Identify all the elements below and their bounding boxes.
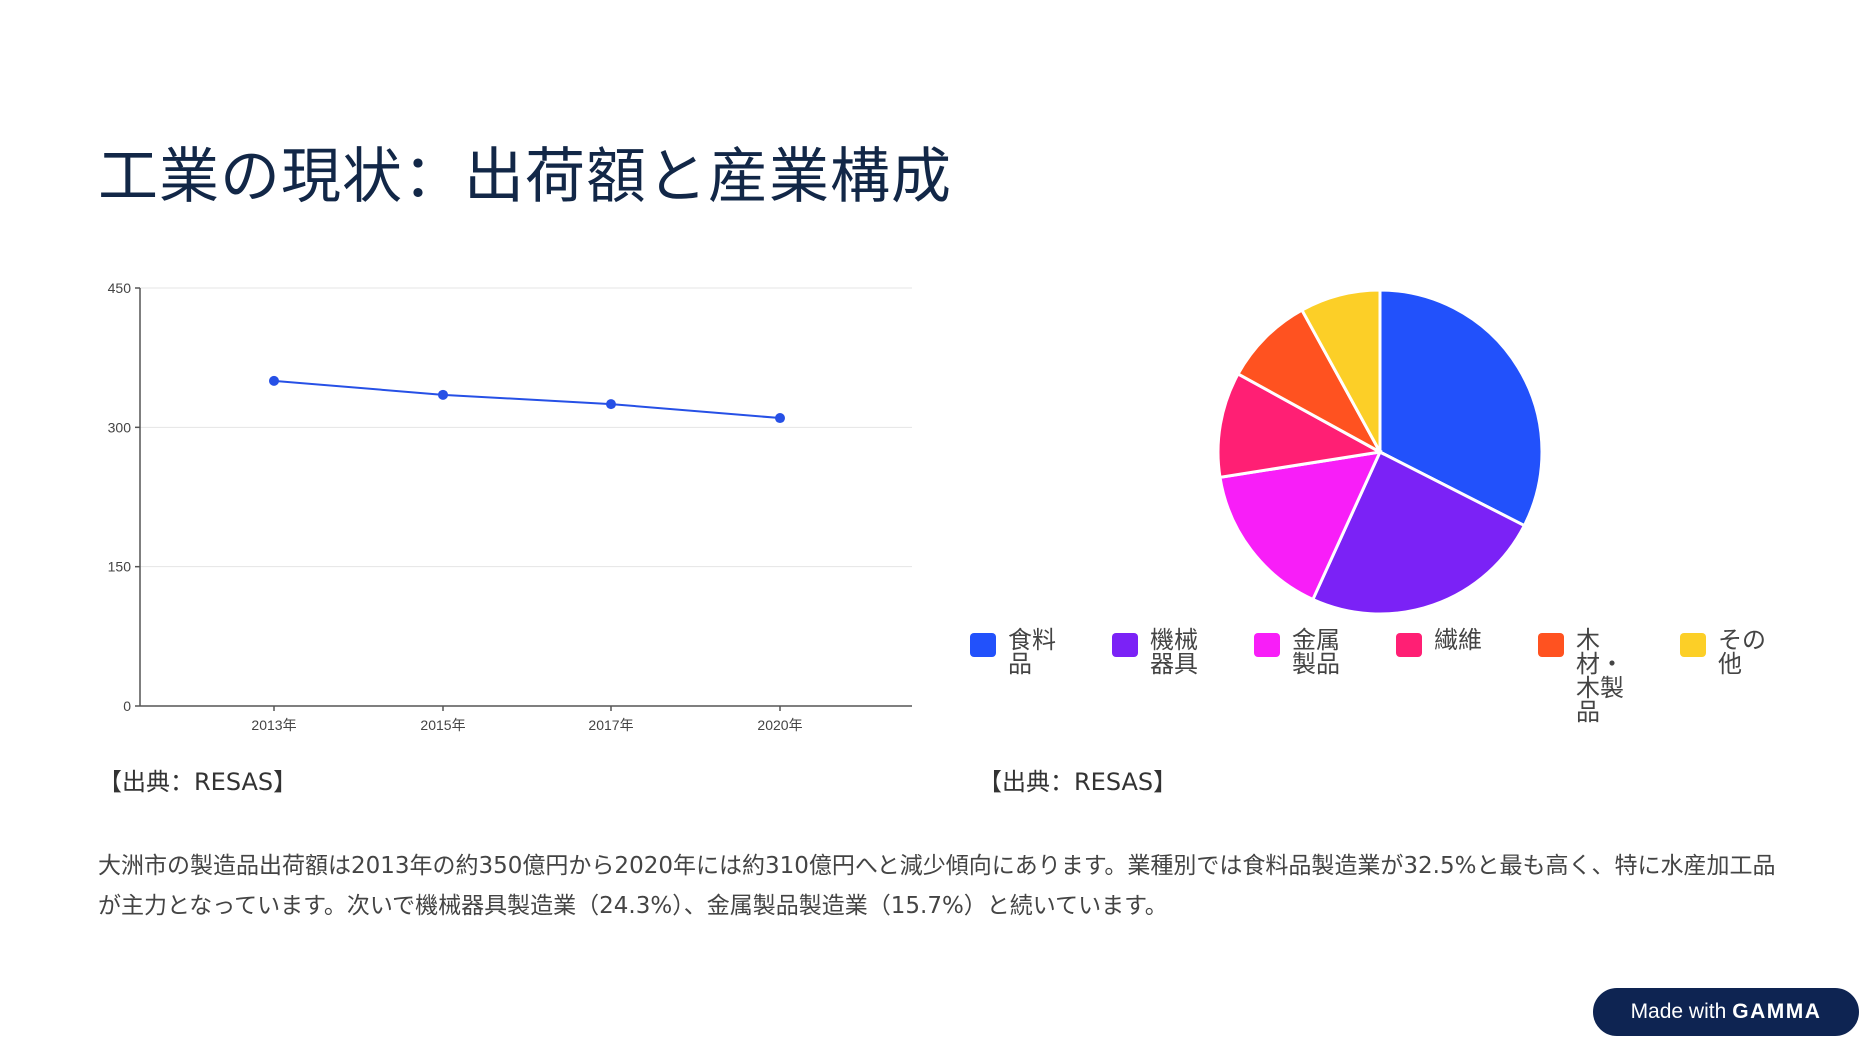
data-point bbox=[269, 375, 279, 386]
pie-legend: 食料品 機械器具 金属製品 繊維 木材・木製品 その他 bbox=[970, 628, 1822, 724]
pie-slice bbox=[1218, 450, 1383, 602]
x-tick-label: 2017年 bbox=[588, 717, 633, 733]
series-line bbox=[273, 379, 781, 420]
legend-swatch bbox=[1396, 633, 1422, 657]
legend-item: 金属製品 bbox=[1254, 628, 1396, 724]
legend-swatch bbox=[1680, 633, 1706, 657]
legend-label: 機械器具 bbox=[1150, 626, 1198, 678]
pie-slice bbox=[1310, 449, 1527, 616]
pie-slice bbox=[1216, 371, 1385, 480]
legend-swatch bbox=[1254, 633, 1280, 657]
legend-item: 食料品 bbox=[970, 628, 1112, 724]
data-point bbox=[438, 389, 448, 400]
legend-item: その他 bbox=[1680, 628, 1822, 724]
line-chart: 0 150 300 450 2013年 2015年 2017年 2020年 bbox=[108, 280, 912, 733]
legend-label: その他 bbox=[1718, 626, 1766, 678]
gamma-logo: GAMMA bbox=[1732, 1000, 1822, 1023]
pie-chart-source: 【出典：RESAS】 bbox=[978, 768, 1178, 796]
pie-chart bbox=[1216, 288, 1544, 616]
legend-item: 繊維 bbox=[1396, 628, 1538, 724]
page-title: 工業の現状：出荷額と産業構成 bbox=[98, 142, 952, 212]
legend-label: 食料品 bbox=[1008, 626, 1056, 678]
y-tick-label: 450 bbox=[108, 280, 132, 296]
line-chart-source: 【出典：RESAS】 bbox=[98, 768, 298, 796]
badge-prefix: Made with bbox=[1630, 1000, 1727, 1023]
legend-item: 機械器具 bbox=[1112, 628, 1254, 724]
x-tick-label: 2013年 bbox=[251, 717, 296, 733]
pie-slice bbox=[1236, 308, 1384, 456]
legend-item: 木材・木製品 bbox=[1538, 628, 1680, 724]
pie-slice bbox=[1378, 288, 1544, 528]
legend-label: 金属製品 bbox=[1292, 626, 1340, 678]
data-point bbox=[606, 399, 616, 410]
legend-label: 繊維 bbox=[1434, 626, 1482, 654]
made-with-gamma-button[interactable]: Made with GAMMA bbox=[1593, 988, 1859, 1036]
x-tick-label: 2015年 bbox=[420, 717, 465, 733]
legend-swatch bbox=[970, 633, 996, 657]
pie-slice bbox=[1299, 288, 1382, 453]
summary-paragraph: 大洲市の製造品出荷額は2013年の約350億円から2020年には約310億円へと… bbox=[98, 853, 1776, 919]
y-tick-label: 150 bbox=[108, 559, 132, 575]
legend-swatch bbox=[1112, 633, 1138, 657]
legend-label: 木材・木製品 bbox=[1576, 626, 1624, 726]
x-tick-label: 2020年 bbox=[757, 717, 802, 733]
data-point bbox=[775, 413, 785, 424]
legend-swatch bbox=[1538, 633, 1564, 657]
y-tick-label: 300 bbox=[108, 419, 132, 435]
y-tick-label: 0 bbox=[123, 698, 131, 714]
